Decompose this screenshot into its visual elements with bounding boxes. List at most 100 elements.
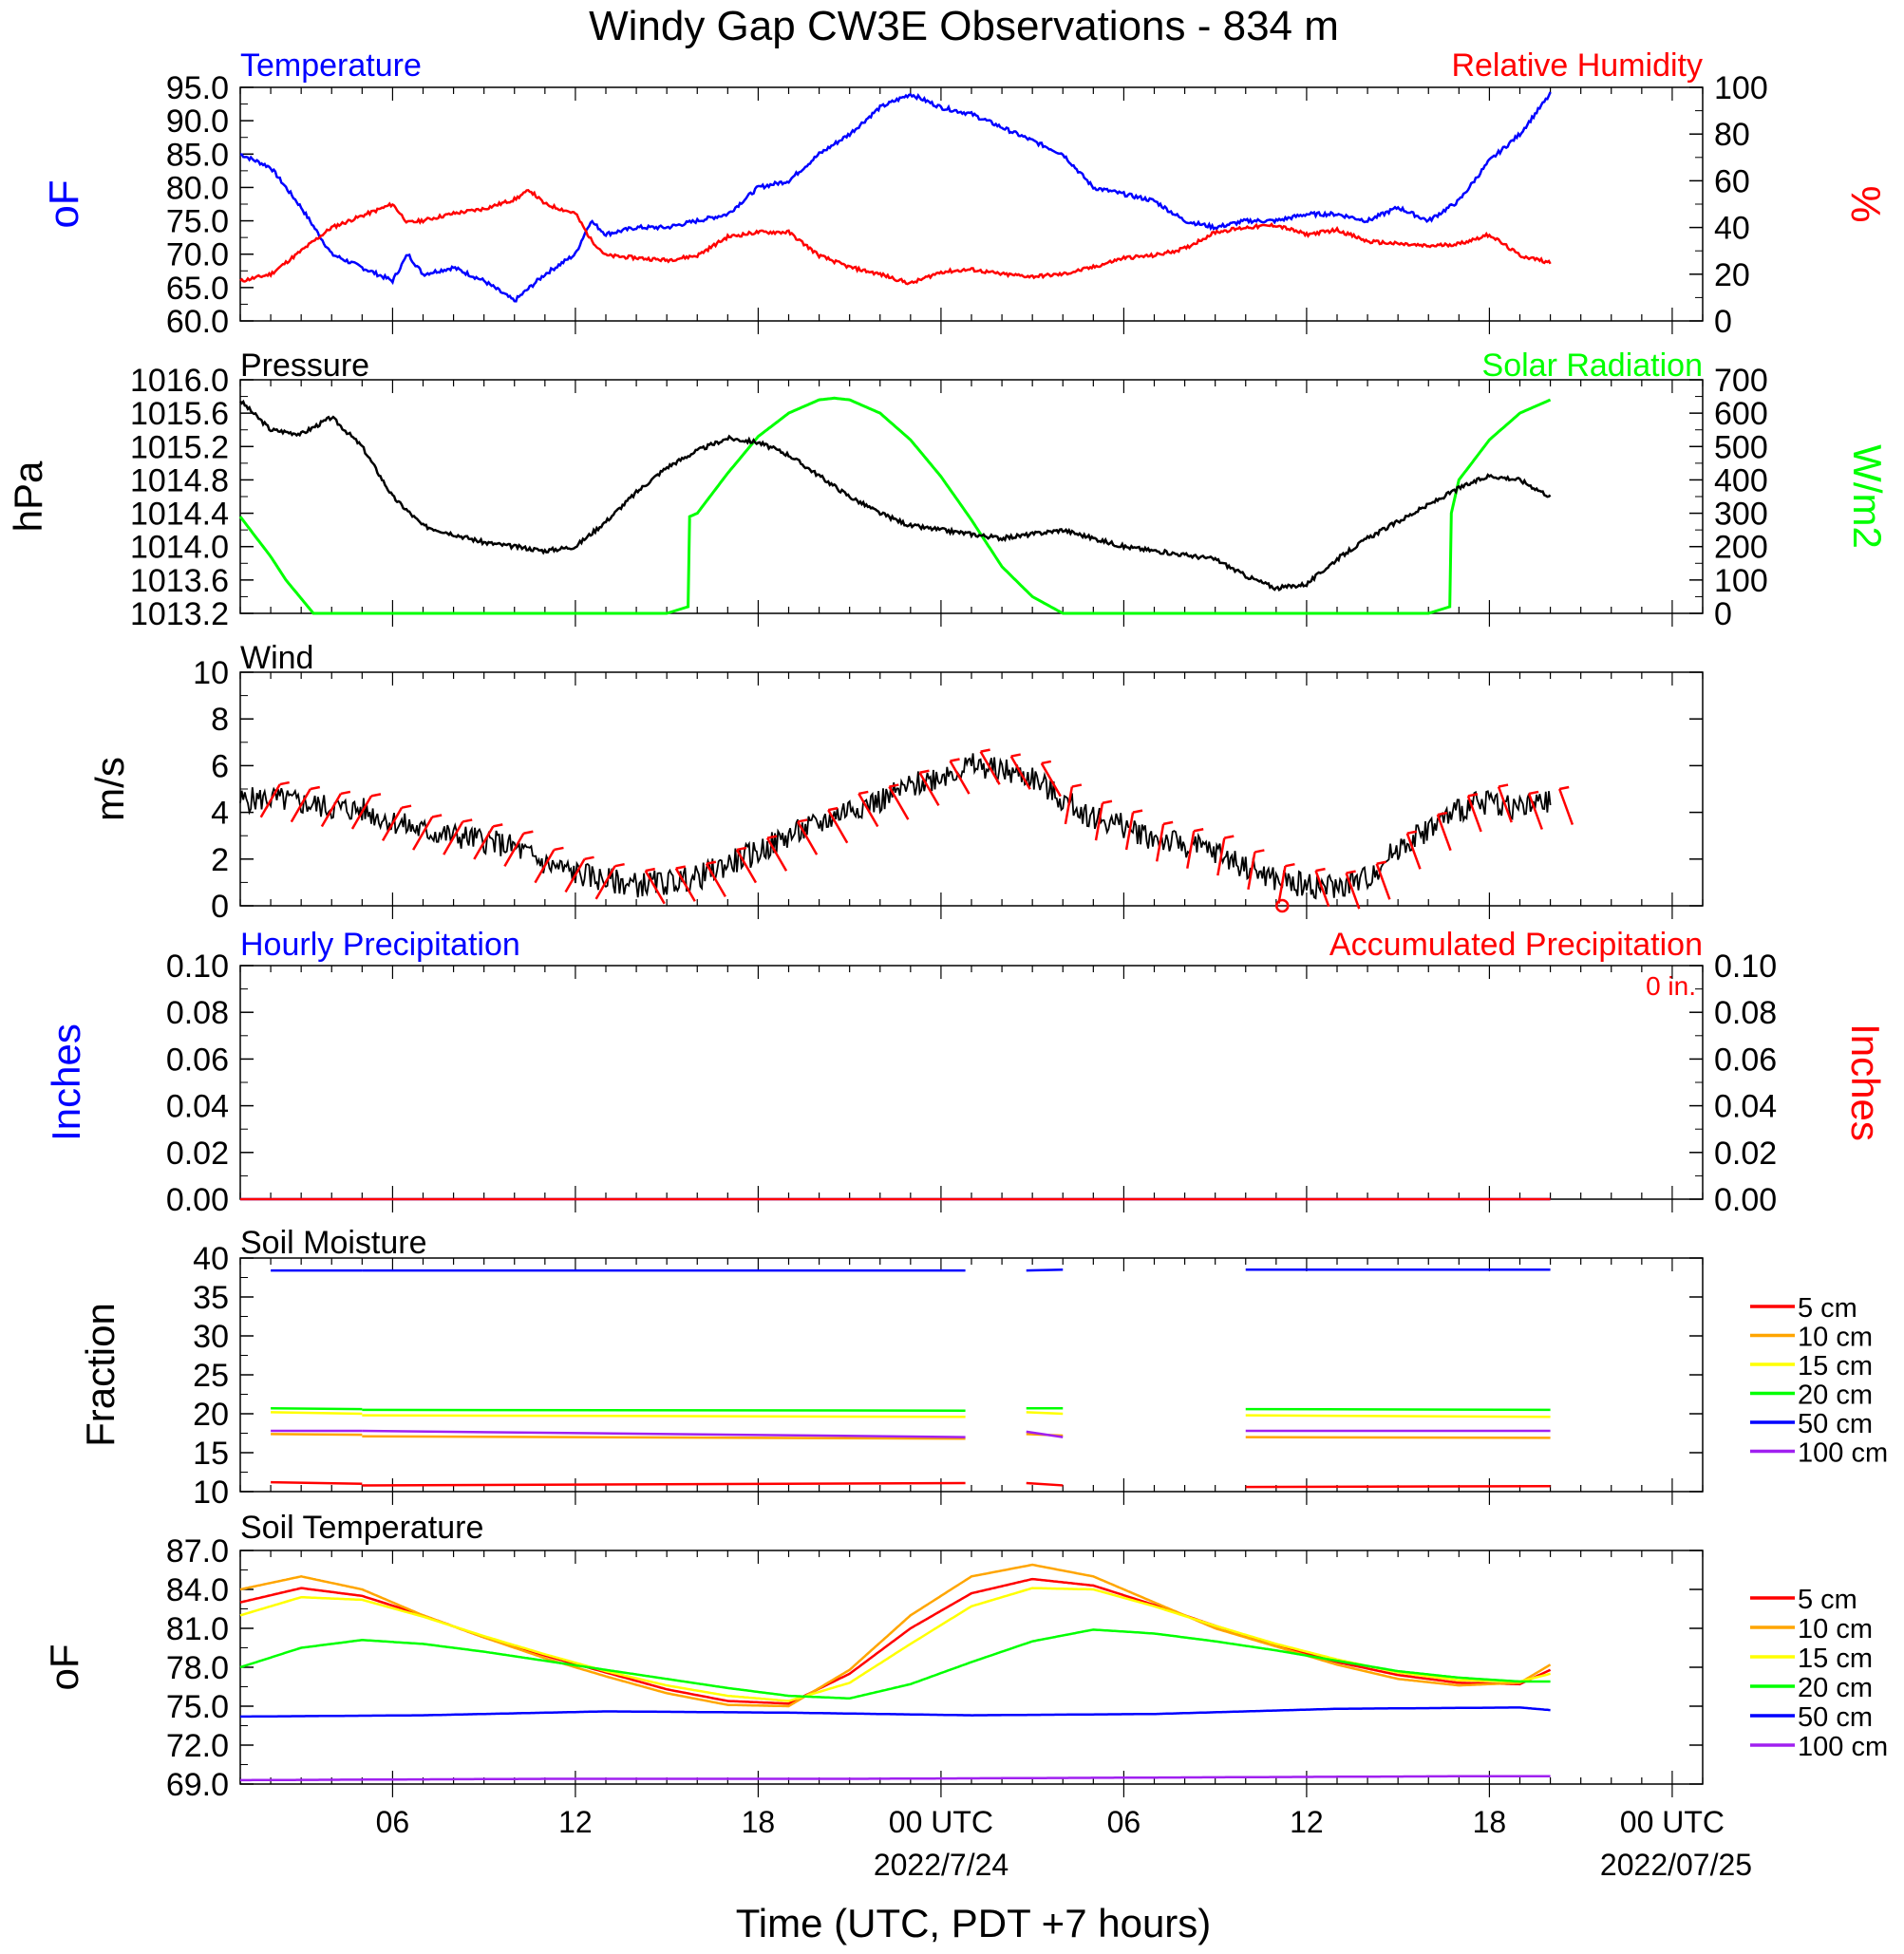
wind-barb [412, 816, 434, 851]
temperature-ticks: 95.090.085.080.075.070.065.060.0 [166, 70, 254, 340]
temperature-title: Temperature [240, 47, 422, 84]
solar-axis-unit: W/m2 [1845, 444, 1890, 549]
accum-precip-value: 0 in. [1646, 971, 1696, 1001]
wind-barb-flag [340, 790, 351, 796]
x-tick-labels: 06 12 18 00 UTC 06 12 18 00 UTC [376, 1805, 1725, 1839]
y-tick-label: 1016.0 [130, 363, 229, 399]
soil-moisture-line-3 [362, 1408, 966, 1412]
wind-speed-line [239, 753, 1552, 900]
soil-moisture-line-5 [362, 1429, 966, 1438]
accum-precip-axis-unit: Inches [1843, 1024, 1888, 1141]
wind-barb-flag [919, 769, 930, 775]
y-tick-label: 2 [211, 842, 229, 878]
y-tick-label: 100 [1714, 563, 1768, 599]
wind-barb-flag [584, 855, 594, 861]
solar-radiation-line [238, 396, 1552, 615]
wind-barb [674, 868, 696, 902]
panel-temperature-rh: Temperature Relative Humidity oF % 95.09… [41, 47, 1889, 340]
y-tick-label: 40 [1714, 211, 1750, 247]
y-tick-label: 200 [1714, 530, 1768, 566]
y-tick-label: 1015.2 [130, 429, 229, 465]
precip-left-ticks: 0.10 0.08 0.06 0.04 0.02 0.00 [166, 949, 254, 1218]
y-tick-label: 15 [193, 1436, 229, 1472]
pressure-line [239, 399, 1552, 592]
wind-barb [443, 820, 464, 855]
wind-barb-flag [1558, 785, 1570, 791]
y-tick-label: 10 [193, 655, 229, 691]
wind-barb-flag [1346, 870, 1356, 874]
y-tick-label: 20 [193, 1397, 229, 1433]
wind-barb [1497, 786, 1513, 823]
wind-barb-flag [310, 785, 321, 791]
x-tick-label: 18 [1473, 1805, 1507, 1839]
wind-barb-flag [1071, 783, 1083, 788]
hourly-precip-axis-unit: Inches [44, 1024, 88, 1141]
wind-barb [1155, 823, 1165, 862]
wind-barb [473, 825, 495, 860]
y-tick-label: 0.08 [1714, 995, 1777, 1031]
y-tick-label: 60 [1714, 163, 1750, 199]
y-tick-label: 85.0 [166, 137, 229, 173]
y-tick-label: 0.08 [166, 995, 229, 1031]
wind-barb [765, 837, 788, 872]
wind-barb [1345, 873, 1361, 910]
legend-label: 15 cm [1798, 1644, 1873, 1674]
y-tick-label: 1013.2 [130, 596, 229, 632]
rh-ticks: 100 80 60 40 20 0 [1689, 70, 1768, 340]
y-tick-label: 60.0 [166, 304, 229, 340]
precip-right-ticks: 0.10 0.08 0.06 0.04 0.02 0.00 [1689, 949, 1777, 1218]
legend-label: 5 cm [1798, 1585, 1857, 1615]
wind-barb-flag [1406, 830, 1418, 835]
y-tick-label: 75.0 [166, 204, 229, 240]
y-tick-label: 0 [1714, 596, 1732, 632]
panel-wind: Wind m/s 10 8 6 4 2 0 [87, 640, 1704, 925]
wind-barb [594, 865, 616, 900]
y-tick-label: 25 [193, 1358, 229, 1394]
soil-moisture-line-0 [1245, 1485, 1551, 1489]
wind-barb-flag [1437, 811, 1448, 817]
x-minor-ticks [239, 672, 1704, 919]
x-tick-label: 18 [742, 1805, 776, 1839]
pressure-ticks: 1016.01015.61015.21014.81014.41014.01013… [130, 363, 254, 632]
wind-barb [1558, 788, 1574, 826]
hourly-precip-title: Hourly Precipitation [240, 927, 520, 963]
panel-frame [239, 379, 1704, 614]
y-tick-label: 1014.0 [130, 530, 229, 566]
y-tick-label: 4 [211, 796, 229, 832]
wind-barb [949, 760, 971, 795]
wind-barb [1375, 863, 1391, 900]
y-tick-label: 20 [1714, 257, 1750, 293]
wind-barb [888, 785, 910, 820]
y-tick-label: 0.04 [1714, 1089, 1777, 1125]
wind-barbs [259, 748, 1574, 913]
wind-barb-flag [462, 818, 473, 823]
wind-barb-flag [1376, 860, 1386, 865]
soil-moisture-line-0 [1026, 1481, 1064, 1487]
legend-label: 20 cm [1798, 1673, 1873, 1703]
panel-frame [239, 1550, 1704, 1785]
wind-barb [534, 849, 556, 884]
wind-barb [1186, 831, 1196, 869]
panel-precipitation: Hourly Precipitation Accumulated Precipi… [44, 927, 1888, 1218]
x-tick-label: 12 [558, 1805, 593, 1839]
y-tick-label: 90.0 [166, 103, 229, 140]
y-tick-label: 81.0 [166, 1611, 229, 1647]
wind-barb [858, 793, 879, 828]
y-tick-label: 84.0 [166, 1572, 229, 1608]
y-tick-label: 100 [1714, 70, 1768, 106]
soil-moisture-line-3 [1245, 1407, 1551, 1412]
wind-barb [503, 833, 525, 868]
wind-barb-flag [401, 804, 412, 809]
wind-barb-flag [1285, 862, 1295, 868]
pressure-title: Pressure [240, 348, 369, 384]
y-tick-label: 69.0 [166, 1767, 229, 1803]
x-minor-ticks [239, 1258, 1704, 1505]
x-tick-label: 06 [376, 1805, 410, 1839]
wind-barb [979, 751, 1001, 785]
wind-barb-flag [706, 860, 717, 865]
soil-temperature-title: Soil Temperature [240, 1510, 483, 1546]
wind-barb [1216, 837, 1226, 876]
